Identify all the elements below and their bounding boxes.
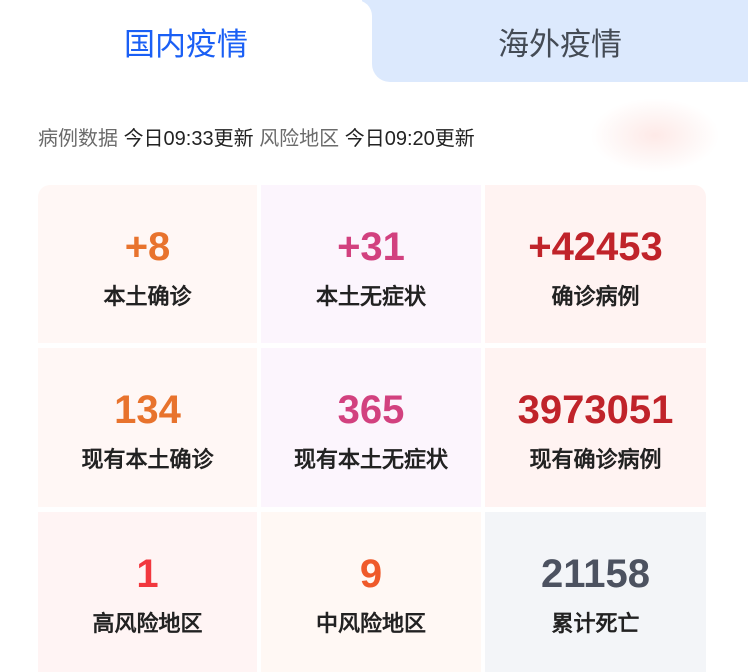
risk-area-label: 风险地区 bbox=[259, 128, 340, 150]
stats-grid: +8 本土确诊 +31 本土无症状 +42453 确诊病例 134 现有本土确诊 365 现有本土… bbox=[38, 185, 706, 672]
stat-label: 高风险地区 bbox=[92, 611, 203, 636]
decoration-image bbox=[590, 98, 720, 173]
stat-value: 9 bbox=[359, 552, 383, 596]
risk-area-time: 今日09:20更新 bbox=[344, 128, 475, 150]
case-data-label: 病例数据 bbox=[38, 128, 118, 150]
tab-bar: 海外疫情 国内疫情 bbox=[0, 0, 748, 82]
stat-card[interactable]: 21158 累计死亡 bbox=[485, 512, 706, 672]
stat-value: +8 bbox=[124, 225, 171, 269]
stat-card[interactable]: +8 本土确诊 bbox=[38, 185, 257, 343]
stat-value: 1 bbox=[136, 552, 159, 596]
update-info: 病例数据 今日09:33更新 风险地区 今日09:20更新 bbox=[38, 122, 475, 151]
stat-label: 累计死亡 bbox=[551, 611, 640, 636]
stat-card[interactable]: 1 高风险地区 bbox=[38, 512, 257, 672]
tab-domestic[interactable]: 国内疫情 bbox=[0, 0, 372, 82]
stat-label: 现有本土无症状 bbox=[293, 447, 448, 472]
stat-label: 中风险地区 bbox=[315, 611, 426, 636]
tab-overseas[interactable]: 海外疫情 bbox=[362, 0, 748, 82]
stat-value: 3973051 bbox=[517, 388, 674, 432]
stat-card[interactable]: 3973051 现有确诊病例 bbox=[485, 348, 706, 507]
stat-label: 现有确诊病例 bbox=[529, 447, 662, 472]
stat-label: 确诊病例 bbox=[551, 284, 640, 309]
stat-card[interactable]: +31 本土无症状 bbox=[261, 185, 481, 343]
stat-value: 365 bbox=[337, 388, 405, 432]
stat-card[interactable]: 134 现有本土确诊 bbox=[38, 348, 257, 507]
stat-value: 134 bbox=[114, 388, 181, 432]
stat-label: 本土确诊 bbox=[103, 284, 192, 309]
stat-card[interactable]: +42453 确诊病例 bbox=[485, 185, 706, 343]
stat-value: 21158 bbox=[540, 552, 651, 596]
stat-value: +31 bbox=[337, 225, 405, 269]
stat-card[interactable]: 9 中风险地区 bbox=[261, 512, 481, 672]
stat-label: 现有本土确诊 bbox=[81, 447, 214, 472]
stat-value: +42453 bbox=[528, 225, 663, 269]
stat-label: 本土无症状 bbox=[315, 284, 426, 309]
stat-card[interactable]: 365 现有本土无症状 bbox=[261, 348, 481, 507]
case-data-time: 今日09:33更新 bbox=[123, 128, 254, 150]
